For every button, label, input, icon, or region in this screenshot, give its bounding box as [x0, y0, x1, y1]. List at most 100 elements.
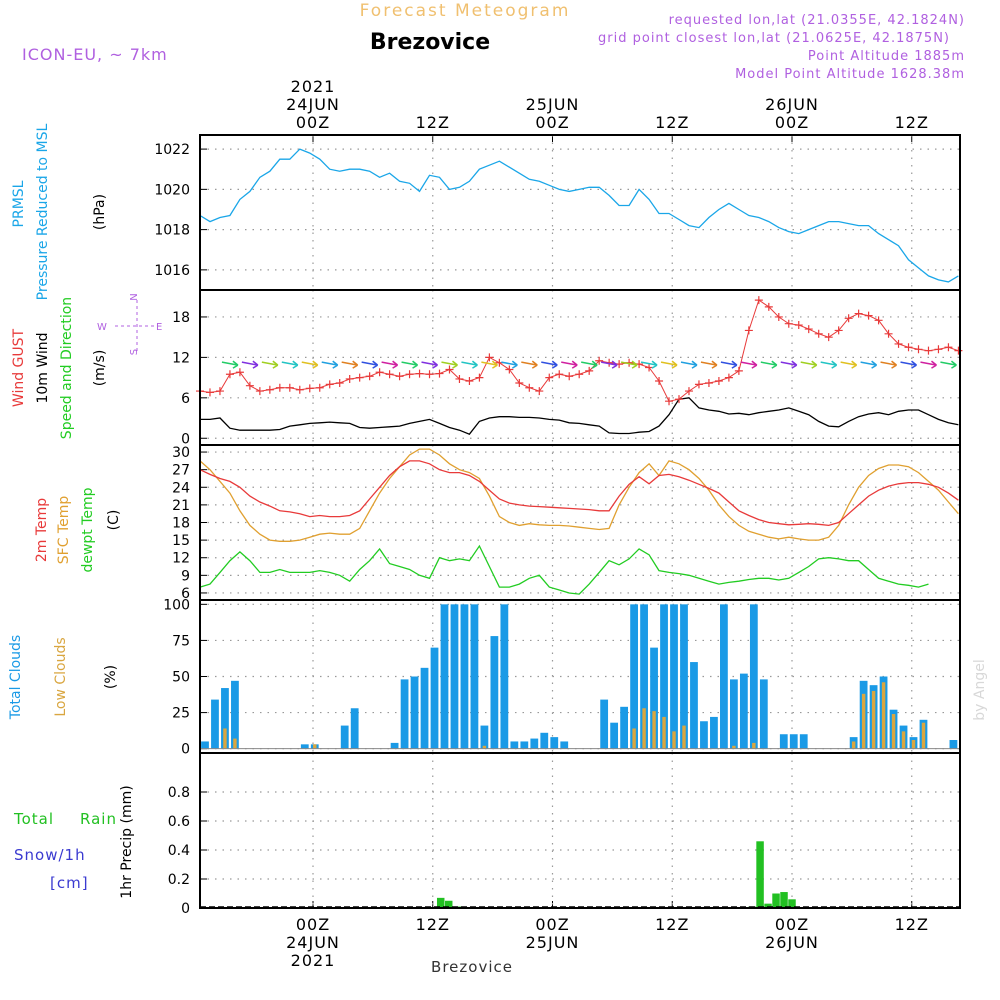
total-cloud-bar — [660, 604, 668, 749]
compass-west: W — [97, 322, 107, 333]
low-cloud-bar — [482, 745, 487, 749]
wind-gust-point — [395, 372, 404, 381]
wind-gust-point — [804, 325, 813, 334]
requested-coords: requested lon,lat (21.0355E, 42.1824N) — [669, 13, 965, 28]
time-label-top: 25JUN — [526, 95, 580, 114]
temp-label-2m: 2m Temp — [34, 498, 50, 562]
wind-direction-arrow — [281, 360, 299, 369]
y-tick-label: 0.4 — [168, 843, 190, 859]
model-altitude: Model Point Altitude 1628.38m — [735, 67, 965, 82]
wind-gust-point — [675, 395, 683, 404]
wind-gust-point — [255, 387, 264, 396]
wind-gust-point — [345, 374, 354, 383]
y-tick-label: 50 — [172, 670, 190, 686]
wind-gust-point — [315, 383, 324, 392]
total-cloud-bar — [490, 636, 499, 749]
wind-gust-point — [505, 365, 514, 374]
point-altitude: Point Altitude 1885m — [808, 49, 965, 64]
wind-gust-point — [295, 385, 304, 394]
wind-gust-point — [944, 343, 953, 352]
panel-frame — [199, 752, 961, 909]
total-cloud-bar — [470, 604, 479, 749]
y-tick-label: 25 — [172, 706, 190, 722]
total-cloud-bar — [231, 680, 239, 749]
y-tick-label: 27 — [172, 463, 190, 479]
y-tick-label: 18 — [172, 516, 190, 532]
low-cloud-bar — [732, 745, 736, 749]
compass-rose: W E N S — [97, 293, 162, 355]
wind-panel: Wind GUST 10m Wind Speed and Direction (… — [11, 290, 963, 447]
wind-gust-point — [774, 312, 783, 321]
total-cloud-bar — [640, 604, 648, 749]
time-label-bottom: 25JUN — [526, 933, 580, 952]
y-tick-label: 0.8 — [168, 785, 190, 801]
wind-gust-point — [834, 326, 843, 335]
wind-direction-arrow — [521, 360, 538, 369]
total-cloud-bar — [680, 604, 688, 749]
total-cloud-bar — [430, 647, 439, 749]
wind-gust-point — [565, 372, 574, 381]
low-cloud-bar — [901, 731, 906, 749]
temp-label-dewpt: dewpt Temp — [80, 487, 96, 572]
wind-gust-point — [485, 353, 494, 362]
low-cloud-bar — [891, 714, 896, 749]
wind-gust-point — [455, 374, 464, 383]
time-label-bottom: 12Z — [895, 915, 929, 934]
wind-gust-point — [724, 373, 733, 382]
y-tick-label: 18 — [172, 310, 190, 326]
wind-gust-point — [515, 379, 524, 387]
wind-direction-arrow — [940, 360, 957, 369]
wind-gust-point — [305, 384, 314, 393]
wind-direction-arrow — [261, 360, 279, 369]
y-tick-label: 6 — [181, 586, 190, 602]
temp-label-sfc: SFC Temp — [56, 496, 72, 565]
wind-gust-point — [425, 370, 434, 379]
total-cloud-bar — [600, 699, 609, 749]
low-cloud-bar — [642, 708, 646, 749]
wind-direction-arrow — [780, 360, 798, 369]
rain-bar — [788, 899, 796, 908]
wind-direction-arrow — [401, 360, 419, 369]
wind-direction-arrow — [820, 360, 838, 369]
y-tick-label: 75 — [172, 633, 190, 649]
y-tick-label: 0 — [181, 431, 190, 447]
wind-gust-point — [275, 383, 284, 392]
total-cloud-bar — [500, 604, 509, 749]
precip-axis-label: 1hr Precip (mm) — [119, 785, 135, 898]
wind-gust-point — [864, 311, 873, 320]
wind-gust-point — [954, 346, 963, 355]
wind-direction-arrow — [900, 360, 917, 369]
wind-gust-point — [475, 373, 484, 382]
low-cloud-bar — [223, 728, 227, 749]
wind-gust-point — [435, 369, 444, 378]
rain-bar — [780, 892, 788, 908]
time-label-bottom: 26JUN — [765, 933, 819, 952]
wind-gust-point — [744, 326, 753, 335]
wind-gust-point — [694, 380, 703, 389]
wind-gust-point — [714, 376, 723, 385]
wind-direction-arrow — [860, 360, 878, 369]
low-cloud-bar — [861, 693, 866, 749]
wind-gust-point — [285, 383, 294, 392]
time-label-top: 24JUN — [286, 95, 340, 114]
time-label-top: 00Z — [296, 113, 330, 132]
wind-direction-arrow — [241, 360, 259, 369]
low-cloud-bar — [911, 740, 916, 749]
y-tick-label: 1022 — [154, 142, 190, 158]
y-tick-label: 6 — [181, 391, 190, 407]
wind-gust-point — [824, 333, 833, 342]
wind-direction-arrow — [561, 360, 578, 369]
wind-direction-arrow — [321, 360, 339, 369]
wind-gust-point — [235, 368, 244, 377]
wind-gust-point — [375, 368, 384, 377]
clouds-label-low: Low Clouds — [53, 637, 69, 716]
rain-bar — [444, 900, 453, 908]
gridpoint-coords: grid point closest lon,lat (21.0625E, 42… — [598, 31, 950, 46]
wind-direction-arrow — [381, 360, 399, 369]
time-label-top: 12Z — [655, 113, 689, 132]
time-label-top: 00Z — [535, 113, 569, 132]
y-tick-label: 0 — [181, 742, 190, 758]
t2m-line — [199, 460, 959, 527]
